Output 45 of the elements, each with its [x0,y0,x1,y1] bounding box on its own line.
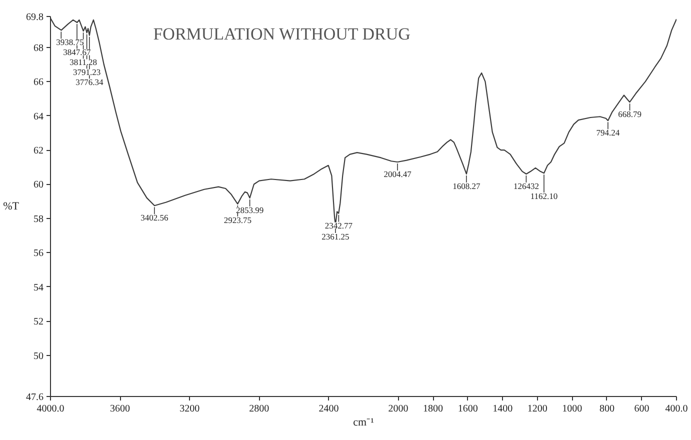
x-tick-label: 3200 [180,404,200,414]
annotation: 3402.56 [140,212,168,223]
annotation: 1608.27 [452,180,480,191]
annotation: 2923.75 [224,214,252,225]
y-tick-label: 66 [34,77,44,88]
y-tick-label: 54 [34,282,44,294]
annotation: 2361.25 [322,231,350,242]
y-tick-label: 47.6 [26,392,44,403]
annotation: 3776.34 [76,77,104,88]
y-tick-label: 69.8 [26,12,44,23]
annotation: 1162.10 [530,190,558,201]
x-tick-label: 1400 [492,404,513,414]
y-tick-label: 58 [34,214,44,225]
annotation: 3791.23 [72,67,101,78]
x-tick-label: 2400 [318,404,339,414]
x-tick-label: 600 [634,404,650,414]
x-tick-label: 1000 [562,404,582,414]
x-axis-title: cm⁻¹ [353,416,374,428]
x-tick-label: 400.0 [665,404,688,414]
annotation: 2853.99 [236,204,264,215]
annotation: 126432 [513,180,539,191]
y-tick-label: 60 [34,180,44,191]
x-tick-label: 1200 [527,404,548,414]
y-axis-title: %T [3,200,20,212]
annotation: 3811.28 [70,57,97,68]
text: FORMULATION WITHOUT DRUG [153,24,410,44]
annotation: 3847.67 [63,47,91,58]
x-tick-label: 4000.0 [36,404,64,414]
y-tick-label: 50 [34,350,44,362]
x-tick-label: 800 [599,404,614,414]
annotation: 2342.77 [324,220,352,230]
x-tick-label: 2000 [388,404,408,414]
y-tick-label: 64 [34,111,44,122]
x-tick-label: 1800 [423,404,444,414]
annotation: 668.79 [618,109,642,120]
annotation: 2004.47 [384,168,412,179]
x-tick-label: 1600 [458,404,478,414]
x-tick-label: 2800 [249,404,270,414]
y-tick-label: 62 [34,146,44,157]
y-tick-label: 68 [34,42,44,54]
x-tick-label: 3600 [110,404,130,414]
annotation: 794.24 [596,128,620,138]
y-tick-label: 56 [34,248,44,260]
y-tick-label: 52 [34,316,44,328]
annotation: 3938.75 [56,37,84,48]
